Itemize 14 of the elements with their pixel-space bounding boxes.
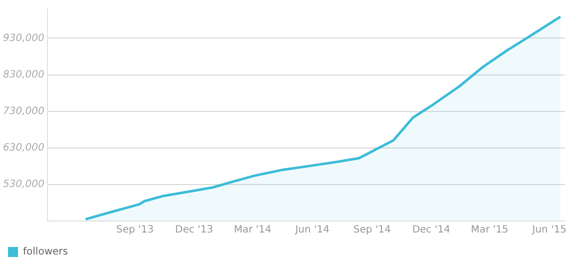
x-tick-label: Mar '14 [234, 224, 272, 236]
x-tick-label: Sep '13 [116, 224, 154, 236]
y-tick-label: 530,000 [2, 179, 44, 190]
y-tick-label: 630,000 [2, 142, 44, 154]
x-tick-label: Dec '13 [175, 224, 214, 236]
x-tick-label: Jun '14 [294, 224, 330, 236]
y-tick-label: 830,000 [2, 69, 44, 80]
y-tick-label: 730,000 [2, 106, 44, 117]
x-tick-label: Jun '15 [531, 224, 567, 236]
x-tick-label: Sep '14 [353, 224, 391, 236]
y-tick-label: 930,000 [2, 32, 44, 44]
x-tick-label: Dec '14 [412, 224, 450, 236]
legend-label: followers [23, 246, 68, 258]
x-tick-label: Mar '15 [470, 224, 508, 236]
